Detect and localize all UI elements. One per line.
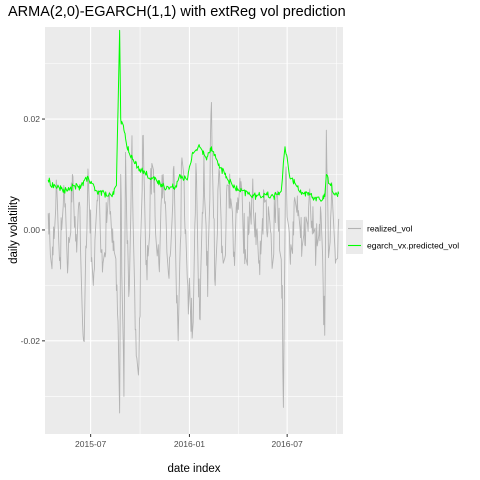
- y-tick-label: 0.02: [23, 114, 40, 124]
- series-lines: [47, 29, 340, 414]
- legend: realized_vol egarch_vx.predicted_vol: [346, 220, 459, 254]
- x-tick-label: 2016-07: [272, 439, 303, 449]
- y-axis-title: daily volatility: [8, 196, 20, 264]
- x-tick-label: 2015-07: [75, 439, 106, 449]
- chart-title: ARMA(2,0)-EGARCH(1,1) with extReg vol pr…: [8, 4, 346, 20]
- series-line-egarch-vx-predicted-vol: [47, 29, 340, 202]
- x-axis-title: date index: [167, 463, 220, 475]
- axes: 2015-07 2016-01 2016-07 0.02 0.00 -0.02: [21, 114, 303, 449]
- grid-lines: [41, 27, 343, 434]
- legend-label: egarch_vx.predicted_vol: [367, 241, 459, 251]
- x-tick-label: 2016-01: [174, 439, 205, 449]
- y-tick-label: -0.02: [21, 336, 41, 346]
- legend-label: realized_vol: [367, 224, 412, 234]
- series-line-realized-vol: [47, 101, 340, 414]
- y-tick-label: 0.00: [23, 225, 40, 235]
